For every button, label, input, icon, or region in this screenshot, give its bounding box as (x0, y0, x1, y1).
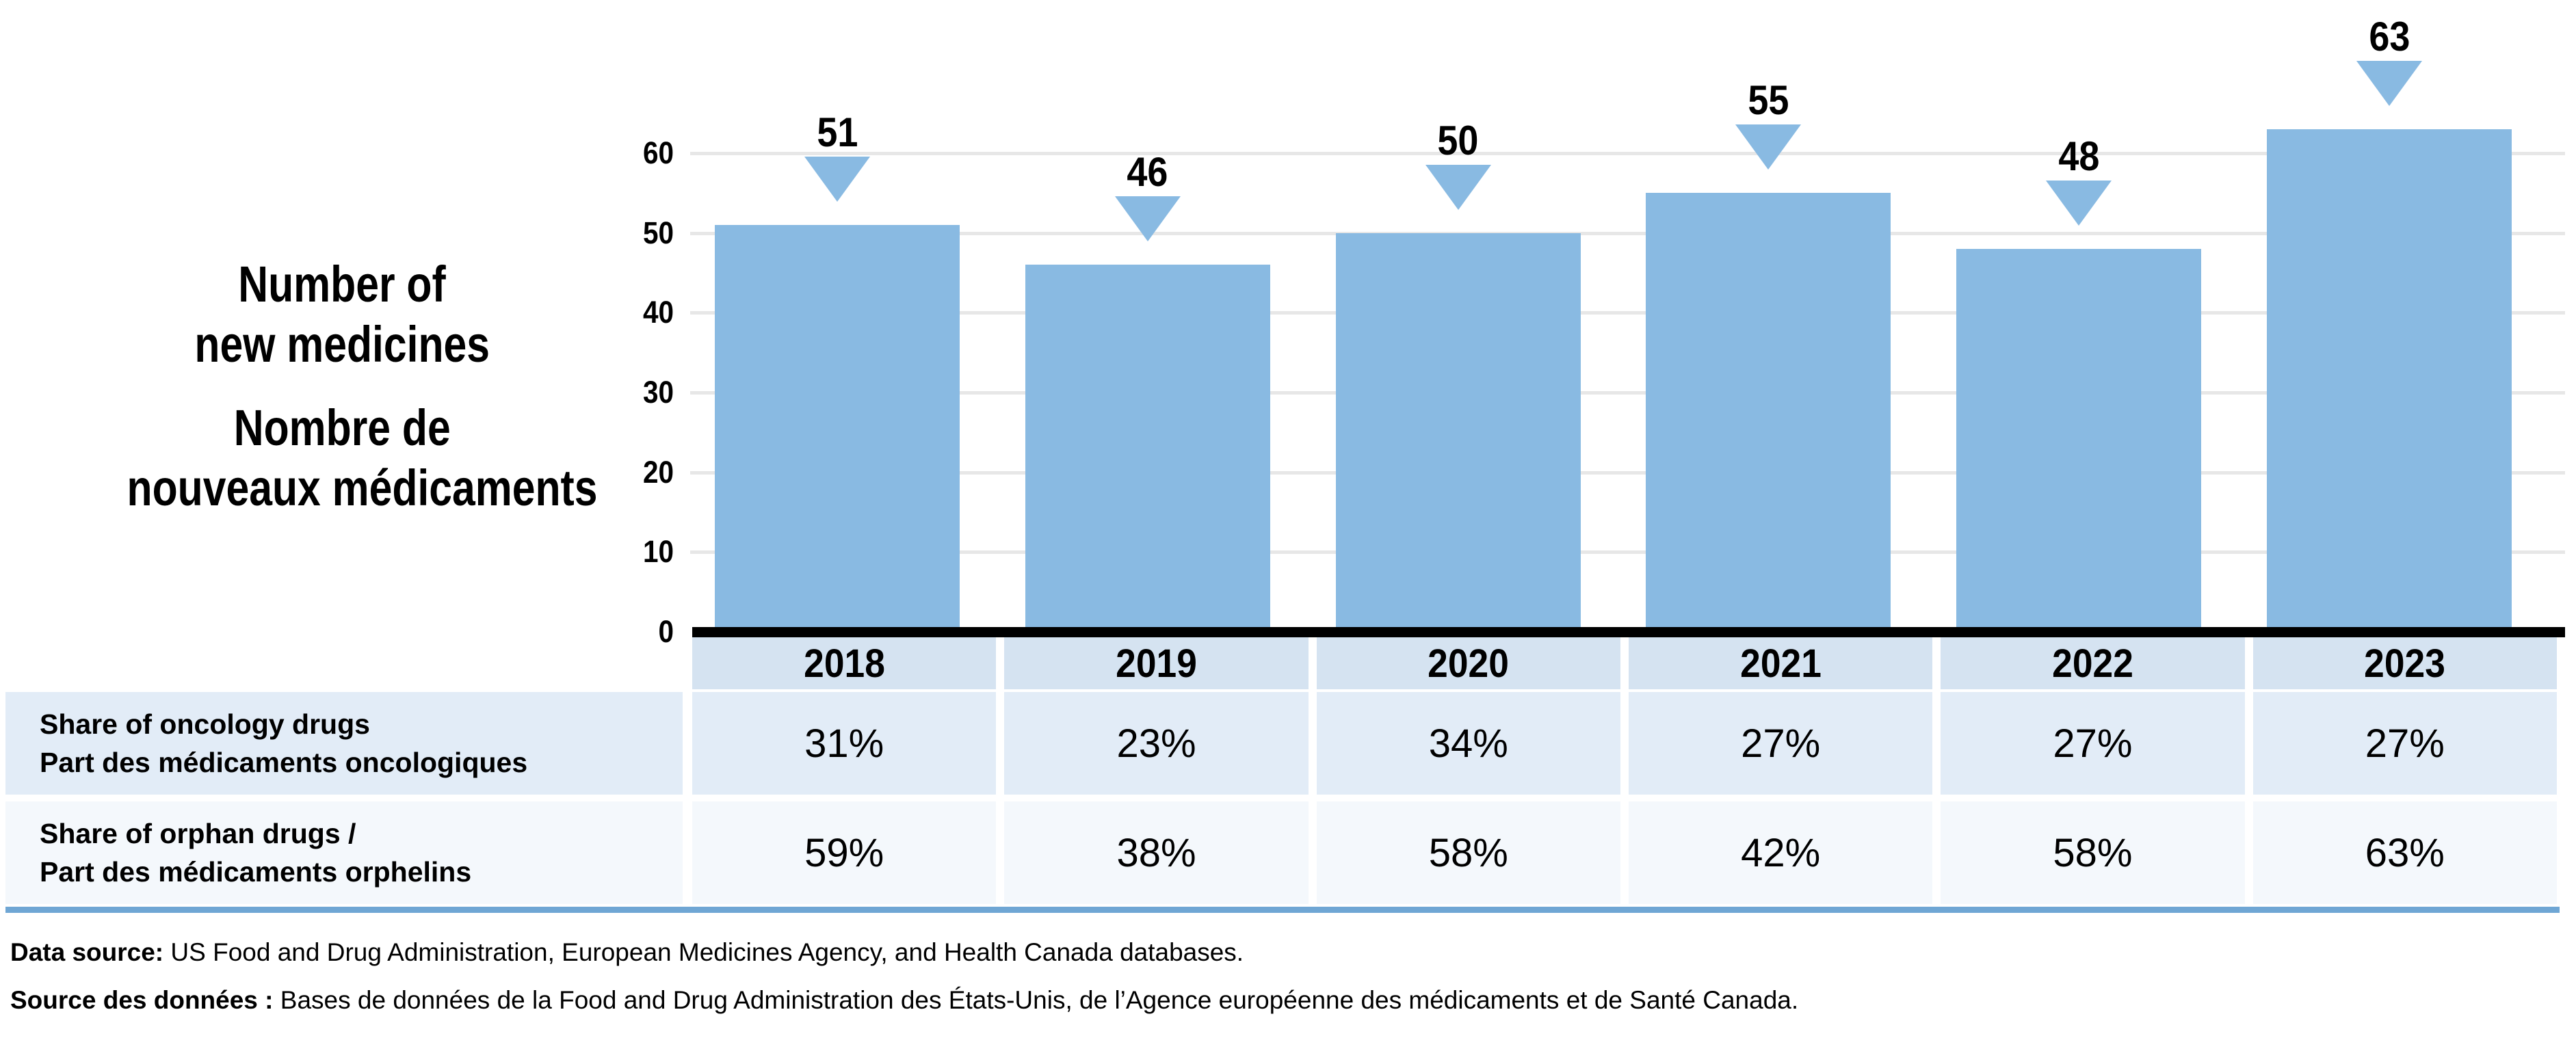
y-tick-label-30: 30 (642, 375, 674, 410)
gridline-30 (690, 391, 2565, 395)
row-label-orphan-en: Share of orphan drugs / (40, 818, 356, 849)
chart-title: Number of new medicines Nombre de nouvea… (75, 254, 609, 518)
table-cell-orphan-2023: 63% (2252, 801, 2557, 904)
table-cell-orphan-2018: 59% (692, 801, 997, 904)
bar-value-label-2023: 63 (2368, 14, 2410, 59)
table-cell-oncology-2019: 23% (1004, 692, 1309, 795)
year-header-2023: 2023 (2252, 637, 2557, 689)
table-cell-oncology-2022: 27% (1941, 692, 2245, 795)
y-tick-label-50: 50 (642, 215, 674, 250)
title-line-en-1: Number of (238, 256, 446, 312)
bar-2023 (2267, 129, 2512, 632)
y-tick-label-40: 40 (642, 295, 674, 330)
y-tick-label-10: 10 (642, 534, 674, 570)
year-header-2021: 2021 (1628, 637, 1933, 689)
table-cell-orphan-2019: 38% (1004, 801, 1309, 904)
title-line-fr-2: nouveaux médicaments (127, 460, 598, 516)
title-line-fr-1: Nombre de (233, 399, 451, 456)
year-header-2018: 2018 (692, 637, 997, 689)
bar-value-label-2020: 50 (1437, 117, 1479, 163)
data-source-label-en: Data source: (10, 938, 164, 966)
gridline-10 (690, 550, 2565, 555)
data-source-note-en: Data source: US Food and Drug Administra… (10, 935, 1244, 970)
data-source-label-fr: Source des données : (10, 986, 274, 1014)
x-axis-line (692, 627, 2565, 637)
table-cell-orphan-2022: 58% (1941, 801, 2245, 904)
row-label-oncology-en: Share of oncology drugs (40, 708, 370, 740)
bar-value-label-2022: 48 (2058, 133, 2100, 179)
table-cell-orphan-2021: 42% (1628, 801, 1933, 904)
table-row-label-orphan: Share of orphan drugs / Part des médicam… (5, 801, 683, 904)
table-cell-oncology-2023: 27% (2252, 692, 2557, 795)
bar-marker-triangle-2019 (1114, 196, 1181, 242)
bar-marker-triangle-2020 (1425, 164, 1491, 210)
gridline-50 (690, 231, 2565, 235)
table-cell-orphan-2020: 58% (1316, 801, 1620, 904)
bar-value-label-2021: 55 (1748, 77, 1789, 124)
bar-2018 (715, 225, 960, 632)
data-source-note-fr: Source des données : Bases de données de… (10, 983, 1798, 1017)
data-source-text-fr: Bases de données de la Food and Drug Adm… (273, 986, 1799, 1014)
gridline-60 (690, 152, 2565, 155)
bar-2019 (1025, 265, 1270, 632)
table-row-label-oncology: Share of oncology drugs Part des médicam… (5, 692, 683, 795)
data-source-text-en: US Food and Drug Administration, Europea… (163, 938, 1244, 966)
y-tick-label-60: 60 (642, 135, 674, 170)
year-header-2019: 2019 (1004, 637, 1309, 689)
bar-2020 (1335, 232, 1581, 632)
bar-value-label-2019: 46 (1127, 149, 1168, 196)
table-cell-oncology-2021: 27% (1628, 692, 1933, 795)
bar-value-label-2018: 51 (816, 109, 858, 155)
year-header-2020: 2020 (1316, 637, 1620, 689)
bar-2021 (1646, 193, 1891, 632)
bar-marker-triangle-2022 (2046, 181, 2112, 226)
bar-marker-triangle-2023 (2356, 61, 2422, 106)
title-spacer (75, 375, 609, 398)
table-cell-oncology-2018: 31% (692, 692, 997, 795)
bar-marker-triangle-2021 (1735, 124, 1802, 170)
row-label-orphan-fr: Part des médicaments orphelins (40, 856, 472, 888)
y-tick-label-20: 20 (642, 454, 674, 490)
gridline-20 (690, 470, 2565, 475)
gridline-40 (690, 311, 2565, 315)
bar-marker-triangle-2018 (804, 157, 870, 202)
y-tick-label-0: 0 (658, 614, 674, 649)
row-label-oncology-fr: Part des médicaments oncologiques (40, 747, 528, 778)
year-header-2022: 2022 (1941, 637, 2245, 689)
bar-2022 (1956, 249, 2202, 632)
title-line-en-2: new medicines (194, 316, 490, 373)
bottom-rule (5, 907, 2560, 913)
table-cell-oncology-2020: 34% (1316, 692, 1620, 795)
